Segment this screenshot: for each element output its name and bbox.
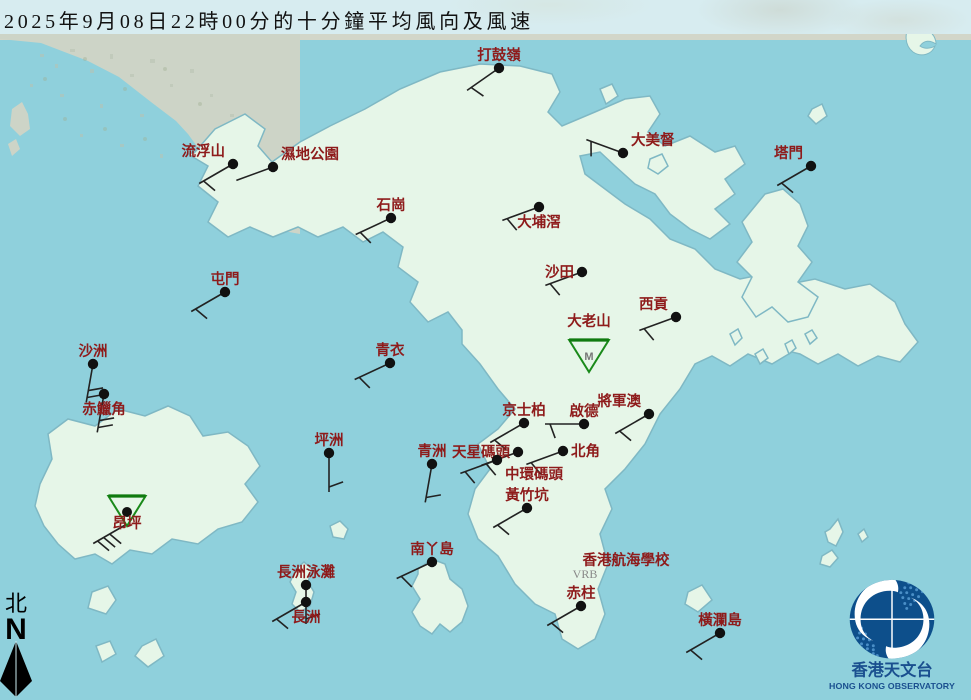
svg-text:赤鱲角: 赤鱲角 — [82, 400, 126, 418]
svg-text:北角: 北角 — [571, 442, 600, 460]
svg-text:坪洲: 坪洲 — [315, 432, 344, 449]
svg-text:南丫島: 南丫島 — [410, 540, 454, 558]
svg-text:啟德: 啟德 — [570, 402, 599, 420]
svg-text:將軍澳: 將軍澳 — [598, 392, 642, 410]
svg-text:大美督: 大美督 — [631, 131, 675, 149]
svg-text:中環碼頭: 中環碼頭 — [505, 465, 563, 483]
svg-text:大埔滘: 大埔滘 — [517, 213, 561, 231]
svg-text:打鼓嶺: 打鼓嶺 — [477, 46, 521, 64]
svg-text:香港天文台: 香港天文台 — [850, 660, 932, 679]
svg-text:屯門: 屯門 — [211, 270, 240, 288]
svg-text:長洲: 長洲 — [292, 609, 321, 626]
svg-text:HONG KONG OBSERVATORY: HONG KONG OBSERVATORY — [829, 681, 955, 691]
svg-text:流浮山: 流浮山 — [182, 142, 226, 160]
svg-text:長洲泳灘: 長洲泳灘 — [277, 563, 335, 581]
svg-text:青衣: 青衣 — [376, 341, 405, 359]
svg-text:青洲: 青洲 — [418, 442, 447, 460]
svg-text:VRB: VRB — [573, 567, 598, 581]
svg-text:石崗: 石崗 — [376, 196, 406, 214]
svg-text:濕地公園: 濕地公園 — [281, 145, 339, 163]
svg-text:橫瀾島: 橫瀾島 — [698, 611, 742, 629]
svg-text:沙田: 沙田 — [545, 264, 574, 281]
svg-text:塔門: 塔門 — [774, 144, 803, 162]
svg-text:京士柏: 京士柏 — [502, 401, 546, 419]
svg-text:大老山: 大老山 — [567, 312, 611, 330]
svg-text:昂坪: 昂坪 — [113, 515, 142, 532]
svg-text:M: M — [584, 351, 593, 363]
svg-text:赤柱: 赤柱 — [567, 584, 596, 602]
svg-text:西貢: 西貢 — [639, 296, 668, 313]
svg-text:黃竹坑: 黃竹坑 — [505, 486, 549, 504]
svg-text:沙洲: 沙洲 — [79, 343, 108, 360]
